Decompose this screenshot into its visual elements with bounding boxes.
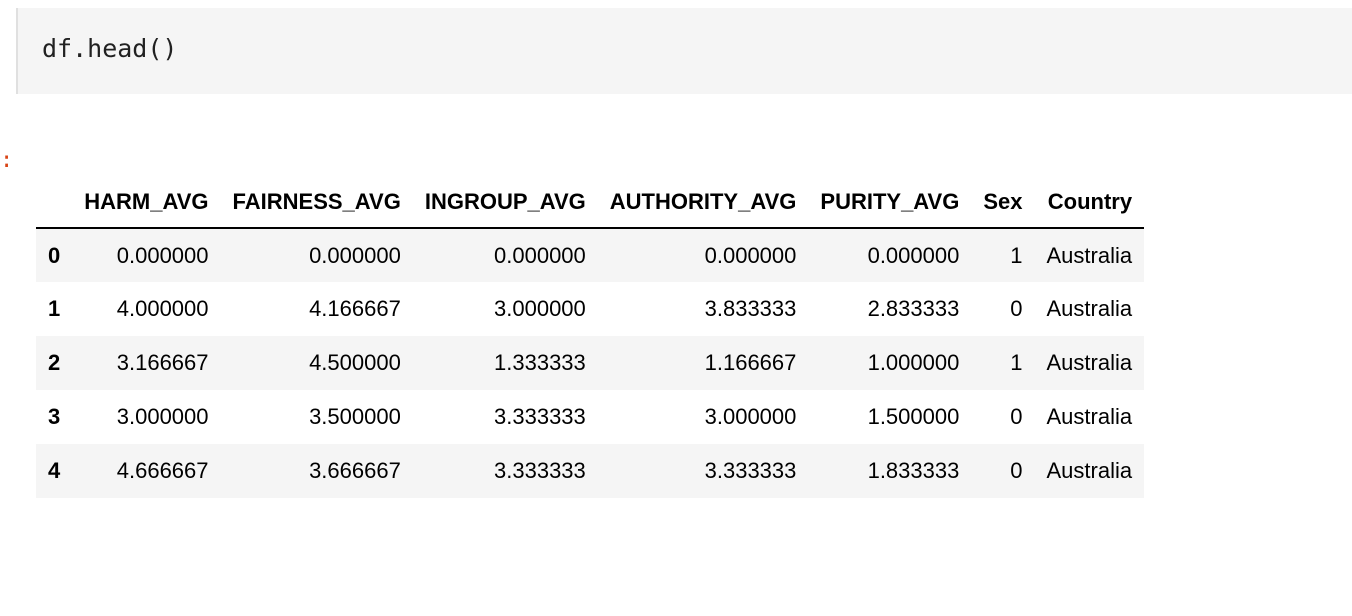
table-cell: 0 xyxy=(1010,296,1023,321)
row-index: 3 xyxy=(48,404,61,429)
table-cell: 1.000000 xyxy=(867,350,960,375)
table-cell: 2.833333 xyxy=(867,296,960,321)
table-header-row: HARM_AVG FAIRNESS_AVG INGROUP_AVG AUTHOR… xyxy=(36,176,1145,229)
row-index: 2 xyxy=(48,350,61,375)
table-row: 4 4.666667 3.666667 3.333333 3.333333 1.… xyxy=(36,444,1145,498)
table-cell: 0.000000 xyxy=(494,242,586,268)
table-cell: 3.000000 xyxy=(494,296,586,321)
table-cell: 0.000000 xyxy=(116,242,209,268)
code-input[interactable]: df.head() xyxy=(42,34,178,63)
table-cell: 4.166667 xyxy=(309,296,401,321)
row-index: 4 xyxy=(48,458,61,483)
table-row: 1 4.000000 4.166667 3.000000 3.833333 2.… xyxy=(36,282,1144,336)
column-header: HARM_AVG xyxy=(72,176,221,229)
table-cell: 1.833333 xyxy=(867,458,960,483)
column-header: INGROUP_AVG xyxy=(412,176,598,229)
column-header: Sex xyxy=(971,176,1035,229)
table-cell: 0 xyxy=(1010,404,1023,429)
table-cell: 4.000000 xyxy=(116,296,209,321)
table-cell: 3.500000 xyxy=(309,404,401,429)
table-cell: Australia xyxy=(1046,458,1133,483)
table-cell: 3.000000 xyxy=(116,404,209,429)
column-header: FAIRNESS_AVG xyxy=(220,176,413,229)
column-header: Country xyxy=(1034,176,1145,229)
table-cell: 4.666667 xyxy=(116,458,209,483)
column-header: AUTHORITY_AVG xyxy=(597,176,809,229)
table-cell: 3.833333 xyxy=(704,296,797,321)
table-cell: 3.333333 xyxy=(494,404,586,429)
table-cell: 0.000000 xyxy=(704,242,797,268)
table-cell: 0.000000 xyxy=(867,242,960,268)
table-row: 3 3.000000 3.500000 3.333333 3.000000 1.… xyxy=(36,390,1144,444)
table-cell: 3.666667 xyxy=(309,458,401,483)
table-cell: 3.333333 xyxy=(494,458,586,483)
row-index: 1 xyxy=(48,296,61,321)
table-cell: 0.000000 xyxy=(309,242,401,268)
table-cell: 0 xyxy=(1010,458,1023,483)
table-cell: 1.500000 xyxy=(867,404,960,429)
table-row: 2 3.166667 4.500000 1.333333 1.166667 1.… xyxy=(36,336,1145,390)
table-cell: 4.500000 xyxy=(309,350,401,375)
table-cell: 3.000000 xyxy=(704,404,797,429)
table-cell: Australia xyxy=(1046,350,1133,375)
table-cell: 3.166667 xyxy=(116,350,209,375)
table-cell: Australia xyxy=(1046,404,1133,429)
output-prompt: : xyxy=(0,148,14,173)
table-cell: 3.333333 xyxy=(704,458,797,483)
index-header xyxy=(36,176,73,229)
table-cell: 1.166667 xyxy=(704,350,797,375)
table-cell: 1.333333 xyxy=(494,350,586,375)
table-cell: 1 xyxy=(1010,350,1023,375)
row-index: 0 xyxy=(48,242,61,268)
table-cell: 1 xyxy=(1010,242,1023,268)
column-header: PURITY_AVG xyxy=(808,176,972,229)
table-cell: Australia xyxy=(1046,296,1133,321)
table-row: 0 0.000000 0.000000 0.000000 0.000000 0.… xyxy=(36,228,1145,282)
code-cell[interactable]: df.head() xyxy=(16,8,1352,94)
table-cell: Australia xyxy=(1046,242,1133,268)
dataframe-table: HARM_AVG FAIRNESS_AVG INGROUP_AVG AUTHOR… xyxy=(36,176,1145,498)
